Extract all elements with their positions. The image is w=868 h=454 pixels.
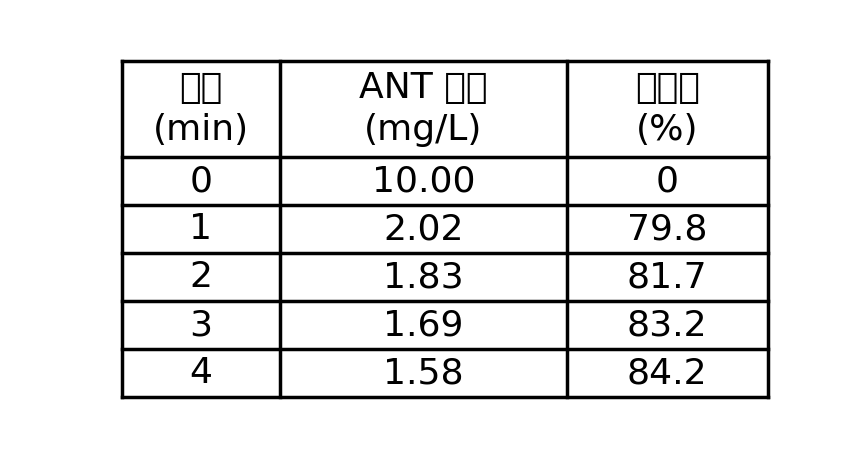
Text: ANT 浓度: ANT 浓度 [359, 71, 488, 105]
Text: 84.2: 84.2 [627, 356, 707, 390]
Text: 2: 2 [189, 260, 213, 294]
Text: 0: 0 [189, 164, 213, 198]
Text: 1.69: 1.69 [383, 308, 464, 342]
Text: 1: 1 [189, 212, 213, 246]
Text: 4: 4 [189, 356, 213, 390]
Text: 2.02: 2.02 [383, 212, 464, 246]
Text: 1.58: 1.58 [383, 356, 464, 390]
Text: 1.83: 1.83 [383, 260, 464, 294]
Text: 去除率: 去除率 [635, 71, 700, 105]
Text: 0: 0 [656, 164, 679, 198]
Text: (min): (min) [153, 114, 249, 148]
Text: 83.2: 83.2 [627, 308, 707, 342]
Text: 79.8: 79.8 [627, 212, 707, 246]
Text: 3: 3 [189, 308, 213, 342]
Text: (mg/L): (mg/L) [365, 114, 483, 148]
Text: 时间: 时间 [180, 71, 222, 105]
Text: 10.00: 10.00 [372, 164, 475, 198]
Text: (%): (%) [636, 114, 699, 148]
Text: 81.7: 81.7 [627, 260, 707, 294]
